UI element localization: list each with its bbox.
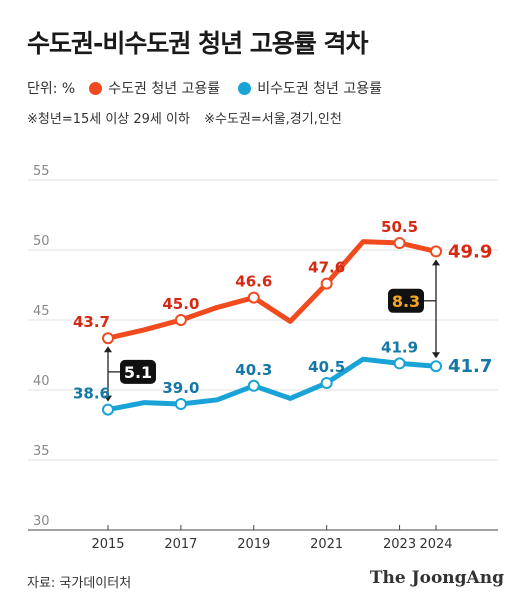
data-point: [430, 245, 442, 258]
data-point: [320, 377, 333, 389]
note-capital-definition: ※수도권=서울,경기,인천: [204, 112, 342, 127]
chart-title: 수도권-비수도권 청년 고용률 격차: [27, 29, 368, 58]
legend-label-capital: 수도권 청년 고용률: [108, 81, 221, 97]
data-point: [430, 360, 442, 373]
y-tick-label: 45: [33, 304, 50, 319]
y-tick-label: 35: [33, 444, 50, 459]
x-tick-label: 2017: [164, 537, 197, 552]
data-point: [102, 332, 114, 345]
data-label: 39.0: [162, 379, 199, 397]
data-label: 41.9: [381, 338, 418, 356]
y-tick-label: 30: [33, 514, 50, 529]
legend-dot-noncapital: [238, 81, 252, 95]
series-line-capital: [105, 239, 439, 341]
gap-arrow-head-up: [432, 259, 440, 266]
legend-label-noncapital: 비수도권 청년 고용률: [257, 81, 383, 97]
series-line-noncapital: [105, 356, 439, 413]
legend-dot-capital: [89, 81, 103, 95]
gap-badge: [388, 288, 424, 313]
data-point: [247, 291, 260, 304]
data-point: [174, 398, 187, 410]
gap-arrow-head-down: [104, 395, 112, 402]
legend-item-capital: 수도권 청년 고용률: [89, 78, 220, 98]
data-point: [393, 357, 406, 370]
legend: 단위: % 수도권 청년 고용률 비수도권 청년 고용률: [27, 78, 400, 98]
gap-badge-label: 8.3: [392, 292, 420, 311]
data-label: 40.5: [308, 358, 345, 376]
data-label: 47.6: [308, 259, 345, 277]
x-tick-label: 2023: [383, 537, 416, 552]
y-tick-label: 40: [33, 374, 50, 389]
unit-label: 단위: %: [27, 81, 76, 97]
data-label: 41.7: [448, 356, 492, 377]
data-point: [320, 277, 333, 290]
data-label: 43.7: [73, 313, 110, 331]
source-note: 자료: 국가데이터처: [27, 576, 132, 591]
brand-logo: The JoongAng: [369, 568, 504, 588]
y-tick-label: 50: [33, 234, 50, 249]
data-label: 46.6: [235, 273, 272, 291]
x-tick-label: 2024: [419, 537, 452, 552]
y-tick-label: 55: [33, 164, 50, 179]
data-point: [174, 314, 187, 326]
data-label: 38.6: [73, 385, 110, 403]
notes: ※청년=15세 이상 29세 이하 ※수도권=서울,경기,인천: [27, 108, 352, 127]
note-youth-definition: ※청년=15세 이상 29세 이하: [27, 112, 190, 127]
x-tick-label: 2021: [310, 537, 343, 552]
gap-arrow-head-up: [104, 346, 112, 353]
legend-item-noncapital: 비수도권 청년 고용률: [238, 78, 382, 98]
gap-arrow-head-down: [432, 352, 440, 359]
data-label: 40.3: [235, 361, 272, 379]
gap-badge-label: 5.1: [124, 363, 152, 382]
x-tick-label: 2019: [237, 537, 270, 552]
data-label: 49.9: [448, 241, 492, 262]
data-label: 50.5: [381, 218, 418, 236]
data-label: 45.0: [162, 295, 199, 313]
data-point: [247, 379, 260, 392]
data-point: [102, 403, 114, 416]
data-point: [393, 237, 406, 249]
gap-badge: [120, 359, 156, 384]
x-tick-label: 2015: [91, 537, 124, 552]
